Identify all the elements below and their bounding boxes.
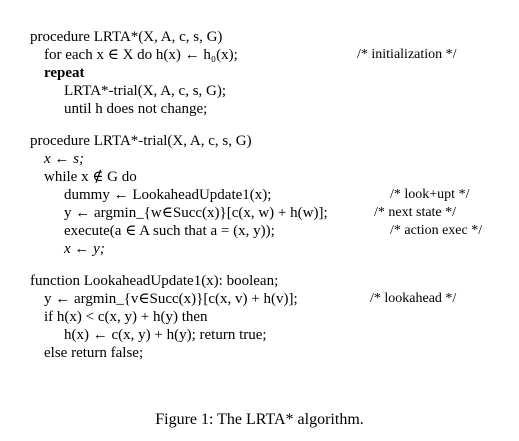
code-line: h(x) ← c(x, y) + h(y); return true; xyxy=(64,327,267,343)
code-line: if h(x) < c(x, y) + h(y) then xyxy=(44,309,208,325)
code-line: x ← y; xyxy=(64,241,105,257)
code-line: repeat xyxy=(44,65,85,81)
code-comment: /* lookahead */ xyxy=(370,291,457,306)
code-line: execute(a ∈ A such that a = (x, y)); xyxy=(64,223,275,239)
code-line: procedure LRTA*(X, A, c, s, G) xyxy=(30,29,223,45)
code-comment: /* next state */ xyxy=(374,205,457,220)
code-line: for each x ∈ X do h(x) ← h₀(x); xyxy=(44,47,238,63)
code-line: else return false; xyxy=(44,345,144,361)
code-line: y ← argmin_{v∈Succ(x)}[c(x, v) + h(v)]; xyxy=(44,291,298,307)
code-line: function LookaheadUpdate1(x): boolean; xyxy=(30,273,279,289)
code-line: y ← argmin_{w∈Succ(x)}[c(x, w) + h(w)]; xyxy=(64,205,328,221)
code-line: procedure LRTA*-trial(X, A, c, s, G) xyxy=(30,133,252,149)
figure-caption: Figure 1: The LRTA* algorithm. xyxy=(155,411,364,428)
code-line: while x ∉ G do xyxy=(44,169,137,185)
code-line: LRTA*-trial(X, A, c, s, G); xyxy=(64,83,227,99)
code-comment: /* action exec */ xyxy=(390,223,483,238)
code-comment: /* initialization */ xyxy=(357,47,457,62)
code-line: dummy ← LookaheadUpdate1(x); xyxy=(64,187,272,203)
code-line: x ← s; xyxy=(44,151,84,167)
code-comment: /* look+upt */ xyxy=(390,187,470,202)
code-line: until h does not change; xyxy=(64,101,208,117)
